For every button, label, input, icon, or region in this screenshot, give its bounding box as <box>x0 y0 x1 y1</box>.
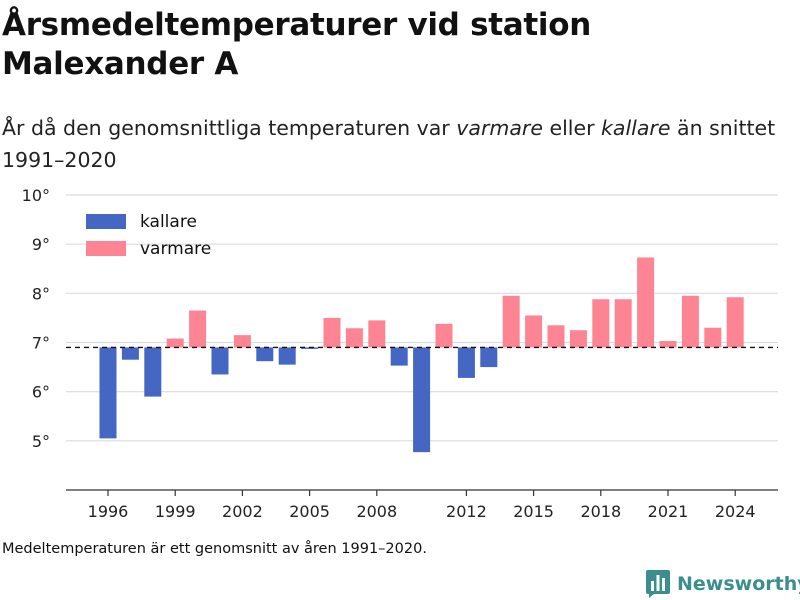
bar-2005 <box>301 347 319 349</box>
bar-2003 <box>256 347 274 362</box>
y-tick-label: 10° <box>22 186 50 205</box>
bar-2008 <box>368 320 386 348</box>
bar-2019 <box>614 299 632 348</box>
bar-2015 <box>525 315 543 348</box>
bar-2017 <box>569 330 587 348</box>
x-tick-label: 2008 <box>356 502 397 520</box>
bar-1996 <box>99 347 117 439</box>
legend-swatch-kallare <box>86 214 126 229</box>
bar-2018 <box>592 299 610 348</box>
bar-2020 <box>637 257 655 348</box>
x-tick-label: 1996 <box>88 502 129 520</box>
bar-2002 <box>233 335 251 348</box>
bar-1997 <box>121 347 139 360</box>
bar-2011 <box>435 323 453 348</box>
bar-2023 <box>704 327 722 348</box>
bar-2001 <box>211 347 229 375</box>
bar-2010 <box>413 347 431 453</box>
bar-2022 <box>681 295 699 348</box>
subtitle-text-2: eller <box>542 116 602 140</box>
bar-2021 <box>659 341 677 348</box>
bar-2000 <box>189 310 207 348</box>
bar-2009 <box>390 347 408 366</box>
brand: Newsworthy <box>645 569 800 599</box>
bar-1998 <box>144 347 162 397</box>
x-tick-label: 2005 <box>289 502 330 520</box>
y-tick-label: 5° <box>32 432 50 451</box>
y-axis-ticks: 5° 6° 7° 8° 9° 10° <box>22 186 50 451</box>
bar-2016 <box>547 325 565 348</box>
chart-title: Årsmedeltemperaturer vid station Malexan… <box>2 7 591 82</box>
brand-name: Newsworthy <box>677 573 800 595</box>
subtitle-cold-word: kallare <box>601 116 671 140</box>
x-tick-label: 2015 <box>513 502 554 520</box>
legend-swatch-varmare <box>86 241 126 256</box>
y-tick-label: 7° <box>32 334 50 353</box>
chart-subtitle: År då den genomsnittliga temperaturen va… <box>2 112 782 176</box>
x-tick-label: 2012 <box>446 502 487 520</box>
bars <box>99 257 744 453</box>
subtitle-warm-word: varmare <box>456 116 543 140</box>
footnote: Medeltemperaturen är ett genomsnitt av å… <box>2 541 427 557</box>
y-tick-label: 8° <box>32 284 50 303</box>
x-tick-label: 2024 <box>715 502 756 520</box>
y-tick-label: 9° <box>32 235 50 254</box>
bar-2006 <box>323 317 341 348</box>
subtitle-text-3: än snittet 1991–2020 <box>2 116 776 172</box>
bar-2024 <box>726 297 744 348</box>
bar-chart-logo-icon <box>646 570 670 598</box>
bar-2013 <box>480 347 498 368</box>
x-tick-label: 1999 <box>155 502 196 520</box>
legend-label-varmare: varmare <box>140 239 211 259</box>
legend: kallare varmare <box>86 212 211 259</box>
bar-2012 <box>457 347 475 378</box>
subtitle-text-1: År då den genomsnittliga temperaturen va… <box>2 116 457 140</box>
x-axis-ticks: 1996 1999 2002 2005 2008 2012 2015 2018 2021 2024 <box>88 490 756 520</box>
legend-label-kallare: kallare <box>140 212 197 232</box>
x-tick-label: 2021 <box>648 502 689 520</box>
x-tick-label: 2002 <box>222 502 263 520</box>
bar-2007 <box>345 328 363 348</box>
bar-2014 <box>502 295 520 348</box>
bar-1999 <box>166 338 184 348</box>
temperature-bar-chart: 5° 6° 7° 8° 9° 10° 1996 1999 2002 2005 2008 2012 20… <box>22 186 778 520</box>
x-tick-label: 2018 <box>580 502 621 520</box>
bar-2004 <box>278 347 296 365</box>
y-tick-label: 6° <box>32 383 50 402</box>
